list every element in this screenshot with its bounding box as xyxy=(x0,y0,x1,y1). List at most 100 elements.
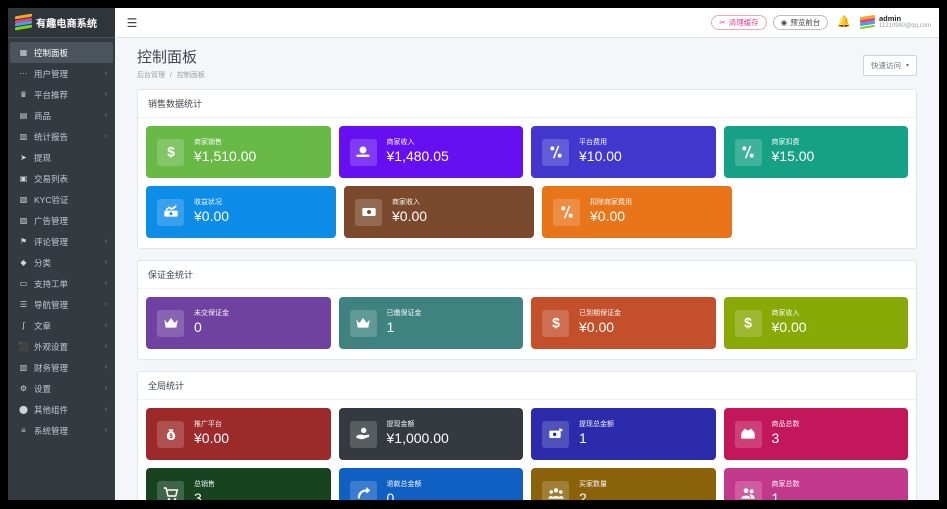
preview-frontend-label: 预览前台 xyxy=(790,17,821,27)
money-bag-icon: $ xyxy=(157,420,184,448)
stat-value: ¥0.00 xyxy=(194,208,230,225)
preview-frontend-button[interactable]: ◉ 预览前台 xyxy=(772,14,829,31)
stat-card[interactable]: 未交保证金 0 xyxy=(146,297,331,349)
stat-value: ¥1,510.00 xyxy=(194,148,257,165)
stat-label: 平台费用 xyxy=(579,139,607,147)
chevron-right-icon: › xyxy=(104,322,107,329)
sidebar-item-label: 支持工单 xyxy=(34,278,69,289)
sidebar-item-4[interactable]: ▤ 商品 › xyxy=(10,105,113,126)
page-title: 控制面板 xyxy=(137,49,198,66)
refund-arrow-icon xyxy=(349,480,377,500)
users-icon: ··· xyxy=(19,68,28,78)
chevron-right-icon: › xyxy=(104,406,107,413)
sidebar-item-13[interactable]: ☰ 导航管理 › xyxy=(10,294,113,315)
ad-icon: ▨ xyxy=(19,215,28,225)
stat-texts: 已到期保证金 ¥0.00 xyxy=(579,309,621,337)
stat-card[interactable]: 提现金额 ¥1,000.00 xyxy=(338,408,523,460)
stat-label: 商家收入 xyxy=(386,139,415,147)
sidebar-item-label: 平台推荐 xyxy=(34,89,69,100)
breadcrumb-root[interactable]: 后台管理 xyxy=(137,72,165,79)
stat-card[interactable]: 商家扣费 ¥15.00 xyxy=(723,126,908,178)
ticket-icon: ▭ xyxy=(19,278,28,288)
sidebar-item-label: 财务管理 xyxy=(34,362,69,373)
sidebar-item-15[interactable]: ⬛ 外观设置 › xyxy=(10,336,113,357)
stat-label: 提现总金额 xyxy=(579,421,614,429)
sidebar-item-8[interactable]: ▧ KYC验证 xyxy=(10,189,113,210)
sidebar-item-11[interactable]: ◆ 分类 › xyxy=(10,252,113,273)
stat-label: 商品总数 xyxy=(771,421,800,429)
stat-card[interactable]: $ 已到期保证金 ¥0.00 xyxy=(531,297,716,349)
sidebar-item-3[interactable]: ♛ 平台推荐 › xyxy=(10,84,113,105)
stat-texts: 商家收入 ¥0.00 xyxy=(392,198,427,226)
svg-text:$: $ xyxy=(744,315,752,331)
menu-icon: ☰ xyxy=(19,299,28,309)
sidebar-item-7[interactable]: ▣ 交易列表 xyxy=(10,168,113,189)
clear-cache-label: 清理缓存 xyxy=(728,17,759,27)
stat-card[interactable]: 商家收入 ¥1,480.05 xyxy=(338,126,523,178)
chevron-right-icon: › xyxy=(104,259,107,266)
stat-value: 1 xyxy=(579,430,587,447)
svg-text:$: $ xyxy=(169,434,173,440)
crown-icon xyxy=(157,309,184,337)
section-panel: 全局统计 $ 推广平台 ¥0.00 提现金额 ¥1,000.00 提现总金额 1 商品总数 3 总销… xyxy=(137,371,917,500)
user-menu[interactable]: admin 11210980@qq.com xyxy=(859,14,931,31)
stat-texts: 买家数量 2 xyxy=(579,480,607,500)
stat-card[interactable]: 扣除商家费用 ¥0.00 xyxy=(542,186,732,238)
quick-access-dropdown[interactable]: 快速访问 ▾ xyxy=(862,55,917,76)
sidebar-item-label: 设置 xyxy=(34,383,52,394)
brand-logo-area[interactable]: 有趣电商系统 xyxy=(8,8,115,38)
stat-card[interactable]: 商家收入 ¥0.00 xyxy=(344,186,534,238)
dollar-icon: $ xyxy=(542,309,569,337)
rss-icon: ʃ xyxy=(22,320,25,330)
crown-icon: ♛ xyxy=(19,89,28,99)
sidebar-item-16[interactable]: ▥ 财务管理 › xyxy=(10,357,113,378)
chevron-right-icon: › xyxy=(104,133,107,140)
stat-card[interactable]: 收益状况 ¥0.00 xyxy=(146,186,336,238)
list-icon: ▣ xyxy=(19,173,28,183)
percent-icon xyxy=(553,198,580,226)
stat-texts: 提现总金额 1 xyxy=(579,420,614,448)
stat-value: 3 xyxy=(194,490,202,500)
sidebar-item-14[interactable]: ʃ 文章 › xyxy=(10,315,113,336)
hamburger-icon[interactable]: ☰ xyxy=(126,15,138,30)
sidebar-item-2[interactable]: ··· 用户管理 › xyxy=(10,63,113,84)
stat-card[interactable]: 提现总金额 1 xyxy=(531,408,716,460)
stat-card[interactable]: $ 商家收入 ¥0.00 xyxy=(723,297,908,349)
chevron-right-icon: › xyxy=(104,385,107,392)
sidebar-item-17[interactable]: ⚙ 设置 › xyxy=(10,378,113,399)
bell-icon[interactable]: 🔔 xyxy=(837,16,851,28)
sidebar-item-9[interactable]: ▨ 广告管理 xyxy=(10,210,113,231)
clear-cache-button[interactable]: ✂ 清理缓存 xyxy=(711,14,767,31)
card-row: 收益状况 ¥0.00 商家收入 ¥0.00 扣除商家费用 ¥0.00 xyxy=(146,186,908,238)
stat-label: 已缴保证金 xyxy=(386,310,422,318)
eye-icon: ◉ xyxy=(780,17,788,27)
stat-value: ¥1,000.00 xyxy=(386,430,449,447)
sidebar-item-label: 系统管理 xyxy=(34,425,69,436)
stat-card[interactable]: 总销售 3 xyxy=(146,468,331,500)
row-spacer xyxy=(740,186,908,238)
stat-card[interactable]: 买家数量 2 xyxy=(531,468,716,500)
sidebar-item-5[interactable]: ▥ 统计报告 › xyxy=(10,126,113,147)
sidebar-item-1[interactable]: ▦ 控制面板 xyxy=(10,42,113,63)
stat-texts: 商家收入 ¥0.00 xyxy=(772,309,807,337)
stat-card[interactable]: 商家总数 1 xyxy=(723,468,908,500)
sidebar-item-10[interactable]: ⚑ 评论管理 › xyxy=(10,231,113,252)
stat-texts: 退款总金额 0 xyxy=(387,480,422,500)
stat-card[interactable]: 退款总金额 0 xyxy=(338,468,523,500)
stat-label: 退款总金额 xyxy=(386,481,422,489)
stat-card[interactable]: $ 商家销售 ¥1,510.00 xyxy=(146,126,331,178)
stat-card[interactable]: 商品总数 3 xyxy=(723,408,908,460)
sidebar-item-6[interactable]: ➤ 提现 xyxy=(10,147,113,168)
stat-card[interactable]: $ 推广平台 ¥0.00 xyxy=(146,408,331,460)
stat-label: 商家总数 xyxy=(771,481,800,489)
stat-value: ¥0.00 xyxy=(579,319,615,336)
group-icon xyxy=(542,480,569,500)
sidebar-item-18[interactable]: ⬤ 其他组件 › xyxy=(10,399,113,420)
sidebar-item-label: 商品 xyxy=(34,110,52,121)
chevron-right-icon: › xyxy=(104,70,107,77)
stat-card[interactable]: 平台费用 ¥10.00 xyxy=(531,126,716,178)
section-panel: 销售数据统计 $ 商家销售 ¥1,510.00 商家收入 ¥1,480.05 平台费用 ¥10… xyxy=(137,89,917,249)
sidebar-item-19[interactable]: ≡ 系统管理 › xyxy=(10,420,113,441)
stat-card[interactable]: 已缴保证金 1 xyxy=(338,297,523,349)
sidebar-item-12[interactable]: ▭ 支持工单 › xyxy=(10,273,113,294)
